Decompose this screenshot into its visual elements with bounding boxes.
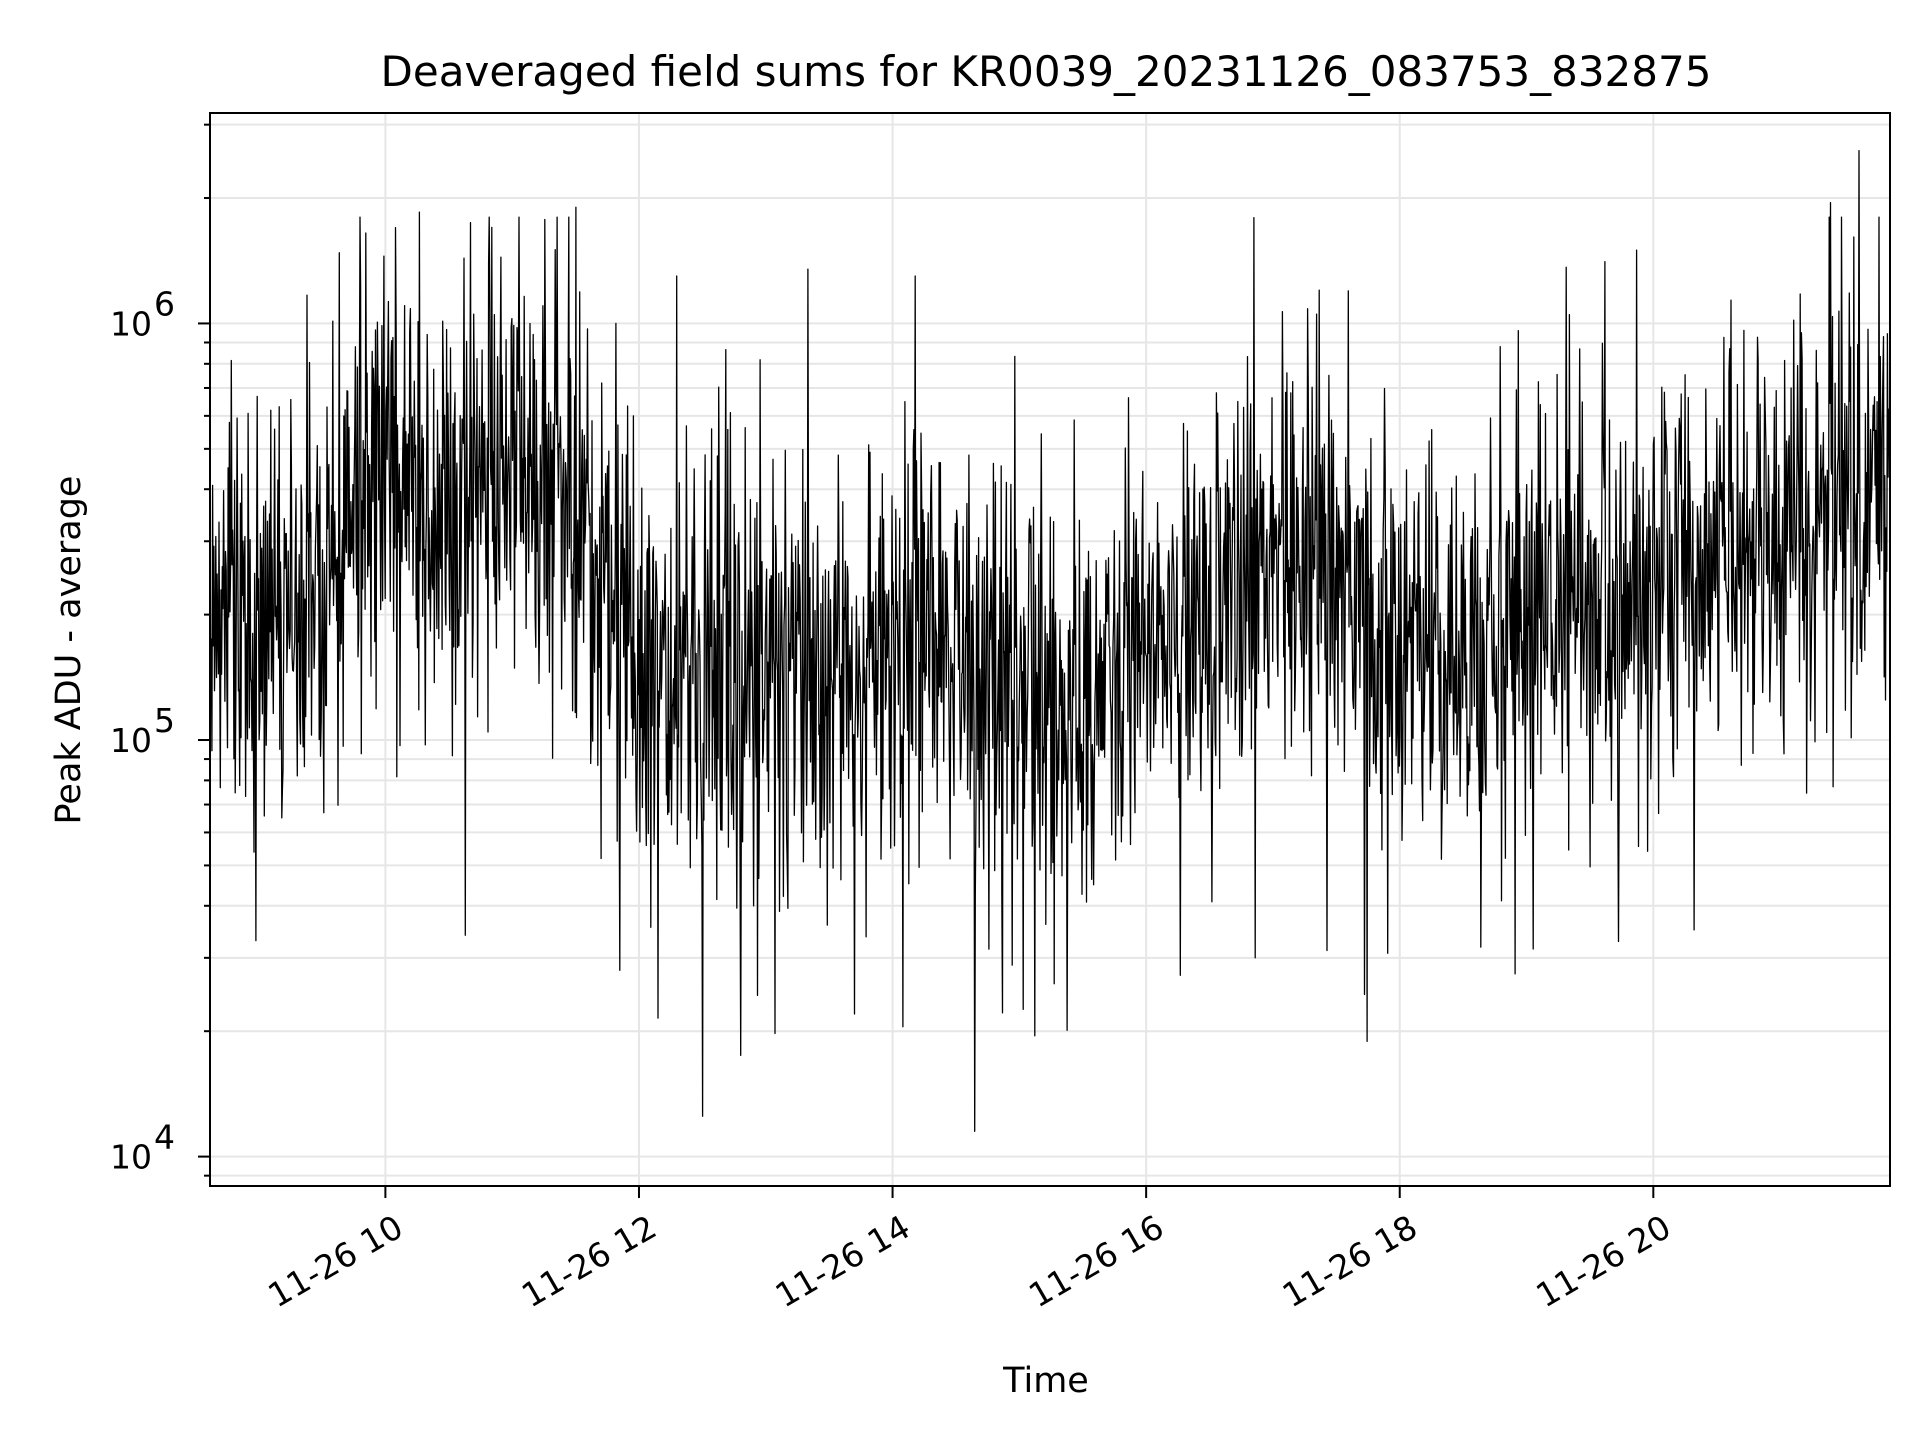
data-series-line (209, 149, 1891, 1132)
y-tick-label: 10 (110, 721, 152, 760)
y-tick-exponent: 5 (154, 701, 175, 740)
series-line (209, 149, 1891, 1132)
y-tick-label: 10 (110, 304, 152, 343)
y-tick-label: 10 (110, 1138, 152, 1177)
plot-frame (209, 112, 1891, 1187)
chart-title: Deaveraged field sums for KR0039_2023112… (381, 47, 1712, 96)
y-axis-label: Peak ADU - average (49, 476, 89, 825)
x-axis-label: Time (1002, 1361, 1089, 1401)
y-tick-exponent: 4 (154, 1118, 175, 1157)
y-tick-exponent: 6 (154, 284, 175, 323)
